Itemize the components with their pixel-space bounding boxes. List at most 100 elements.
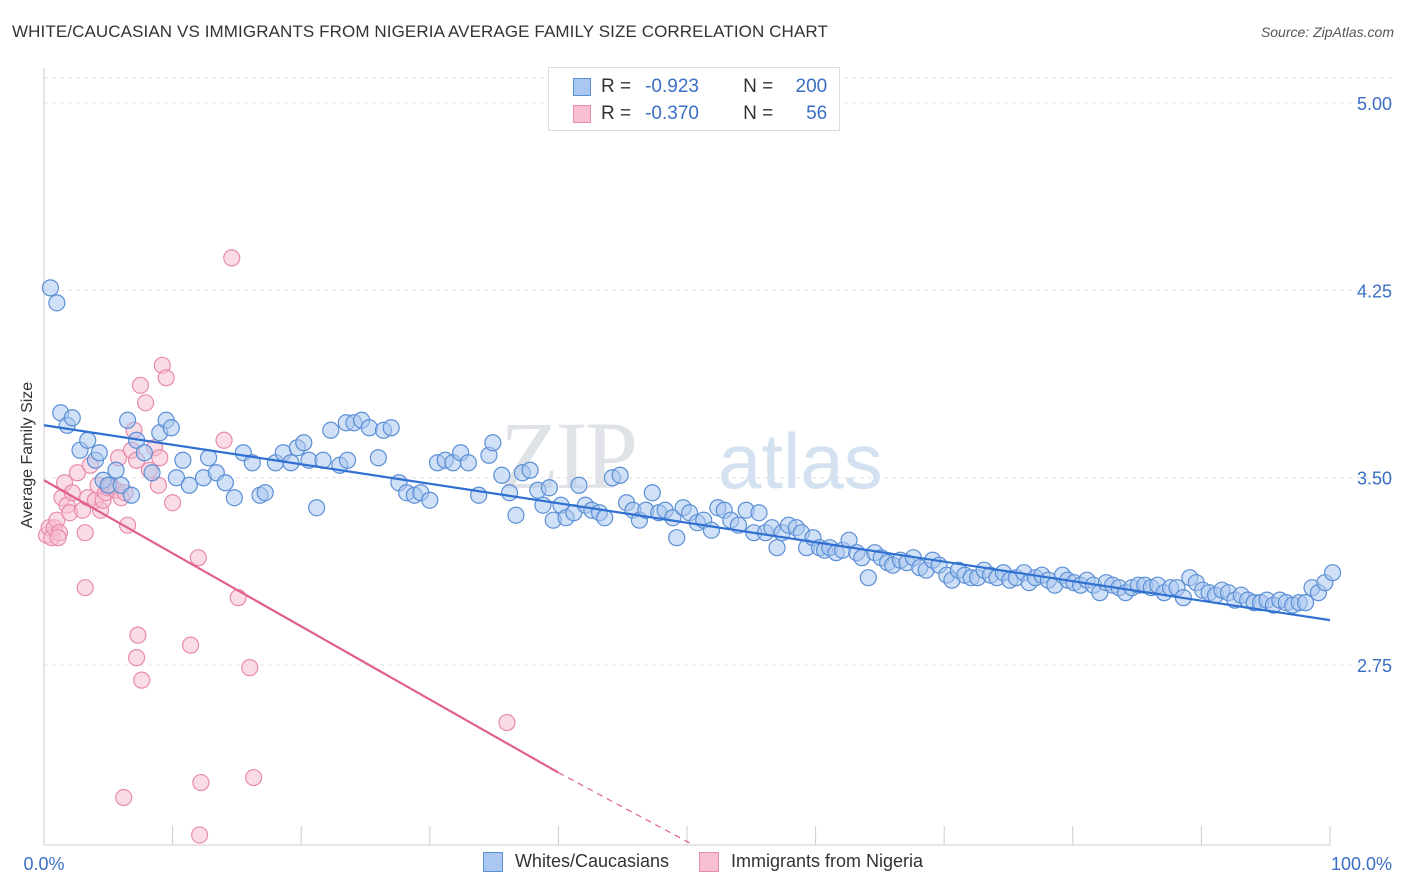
data-point-nigeria xyxy=(498,713,516,732)
data-point-nigeria xyxy=(182,636,200,654)
chart-legend: Whites/Caucasians Immigrants from Nigeri… xyxy=(0,851,1406,872)
series-nigeria xyxy=(37,249,516,844)
stat-row-nigeria: R = -0.370 N = 56 xyxy=(549,101,827,127)
data-point-whites xyxy=(369,449,387,467)
legend-swatch-nigeria xyxy=(699,851,720,872)
data-point-nigeria xyxy=(223,249,241,267)
data-point-nigeria xyxy=(115,788,133,807)
data-point-whites xyxy=(107,461,125,479)
data-point-whites xyxy=(611,466,629,484)
data-point-nigeria xyxy=(157,369,175,387)
legend-item-whites: Whites/Caucasians xyxy=(482,851,670,872)
data-point-nigeria xyxy=(151,449,169,467)
data-point-nigeria xyxy=(131,376,150,394)
data-point-nigeria xyxy=(192,773,210,792)
legend-label-nigeria: Immigrants from Nigeria xyxy=(731,851,924,871)
data-point-whites xyxy=(167,469,186,487)
data-point-whites xyxy=(459,454,477,472)
trend-line-whites xyxy=(43,424,1331,622)
data-point-whites xyxy=(180,476,198,494)
data-point-whites xyxy=(295,434,313,452)
series-whites xyxy=(41,279,1342,614)
data-point-whites xyxy=(256,484,274,502)
y-tick-label: 5.00 xyxy=(1357,94,1392,114)
legend-item-nigeria: Immigrants from Nigeria xyxy=(699,851,923,872)
data-point-whites xyxy=(122,486,141,504)
stat-swatch-nigeria xyxy=(573,105,591,123)
stat-swatch-whites xyxy=(573,78,591,96)
data-point-nigeria xyxy=(129,626,147,644)
axis-layer xyxy=(43,68,1331,846)
legend-swatch-whites xyxy=(482,851,503,872)
data-point-nigeria xyxy=(127,649,146,667)
data-point-whites xyxy=(382,419,400,437)
data-point-nigeria xyxy=(245,768,263,787)
data-point-nigeria xyxy=(68,464,87,482)
data-point-nigeria xyxy=(76,524,94,542)
data-point-nigeria xyxy=(49,529,67,547)
stat-n-value: 200 xyxy=(795,76,828,97)
data-point-whites xyxy=(216,474,234,492)
data-point-whites xyxy=(338,451,357,469)
data-point-nigeria xyxy=(229,589,247,607)
data-point-whites xyxy=(493,466,511,484)
x-tick-label-max: 100.0% xyxy=(1331,854,1392,874)
data-point-whites xyxy=(507,506,525,524)
stat-r-value: -0.370 xyxy=(645,103,699,124)
y-tick-label: 4.25 xyxy=(1357,281,1392,301)
stat-row-whites: R = -0.923 N = 200 xyxy=(549,74,827,100)
data-point-whites xyxy=(750,504,768,522)
watermark-atlas: atlas xyxy=(718,417,883,505)
data-point-whites xyxy=(63,409,81,427)
trend-line-nigeria xyxy=(43,479,559,774)
tick-labels: 2.75 3.50 4.25 5.00 0.0% 100.0% xyxy=(23,94,1392,874)
watermark: ZIP atlas xyxy=(500,402,883,509)
stat-n-label: N = xyxy=(743,76,774,97)
legend-label-whites: Whites/Caucasians xyxy=(514,851,670,871)
trend-lines xyxy=(43,424,1331,846)
watermark-zip: ZIP xyxy=(500,402,635,509)
data-point-whites xyxy=(540,479,558,497)
data-point-whites xyxy=(1296,594,1315,612)
data-point-whites xyxy=(90,444,108,462)
data-point-nigeria xyxy=(241,659,259,677)
stat-r-value: -0.923 xyxy=(645,76,699,97)
data-point-nigeria xyxy=(136,394,155,412)
data-point-whites xyxy=(500,484,519,502)
data-point-whites xyxy=(135,444,153,462)
data-point-whites xyxy=(162,419,180,437)
data-point-nigeria xyxy=(189,549,207,567)
x-tick-label-min: 0.0% xyxy=(23,854,64,874)
chart-title: WHITE/CAUCASIAN VS IMMIGRANTS FROM NIGER… xyxy=(12,22,828,41)
data-point-whites xyxy=(668,529,686,547)
y-tick-label: 2.75 xyxy=(1357,656,1392,676)
data-point-whites xyxy=(225,489,243,507)
data-point-whites xyxy=(859,569,877,587)
data-point-whites xyxy=(308,499,326,517)
data-point-nigeria xyxy=(76,579,94,597)
data-point-nigeria xyxy=(191,826,209,844)
data-point-whites xyxy=(521,461,539,479)
data-point-nigeria xyxy=(133,671,151,689)
data-point-whites xyxy=(48,294,66,312)
stat-n-label: N = xyxy=(743,103,774,124)
data-point-whites xyxy=(643,484,661,502)
data-point-whites xyxy=(1323,564,1342,582)
stat-r-label: R = xyxy=(601,103,632,124)
data-point-nigeria xyxy=(164,494,182,512)
data-point-whites xyxy=(143,464,161,482)
data-point-whites xyxy=(360,419,378,437)
trend-line-nigeria-extension xyxy=(558,772,694,846)
source-label: Source: ZipAtlas.com xyxy=(1260,24,1394,40)
data-point-whites xyxy=(768,539,786,557)
data-point-whites xyxy=(41,279,60,297)
stat-r-label: R = xyxy=(601,76,632,97)
data-point-whites xyxy=(174,451,192,469)
y-tick-label: 3.50 xyxy=(1357,469,1392,489)
data-point-nigeria xyxy=(215,431,233,449)
data-point-whites xyxy=(484,434,502,452)
data-point-whites xyxy=(570,476,588,494)
data-point-whites xyxy=(322,421,340,439)
data-point-whites xyxy=(118,411,137,429)
data-point-whites xyxy=(112,476,130,494)
